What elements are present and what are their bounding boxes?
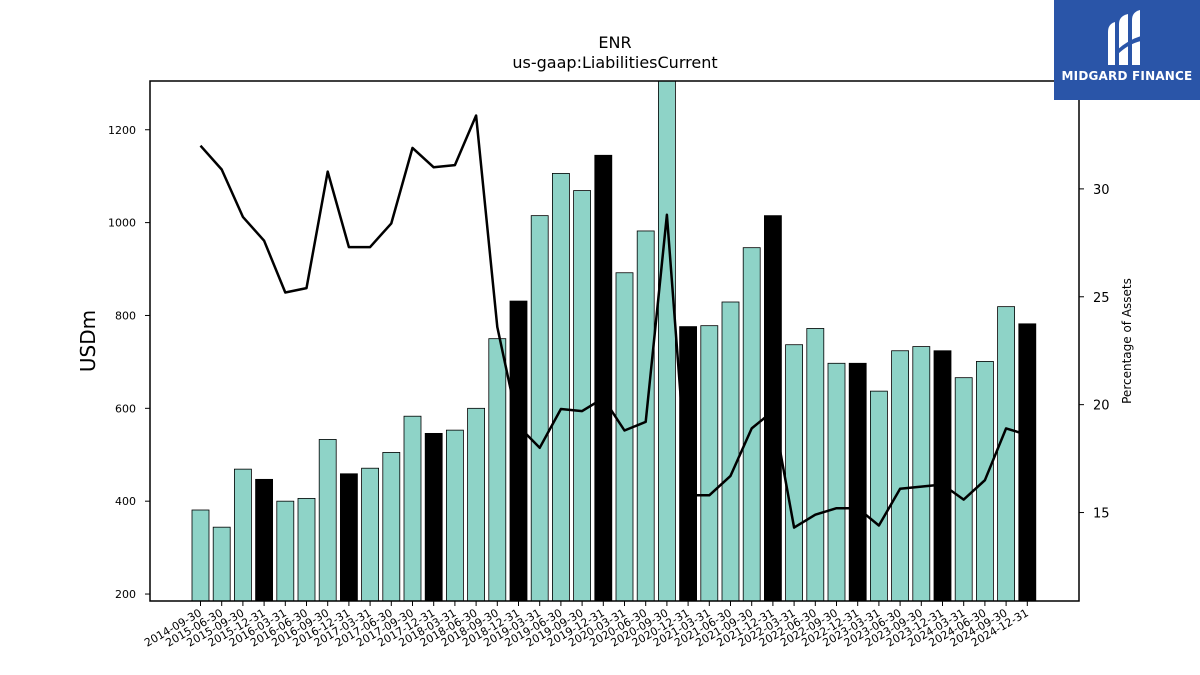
chart-title: ENR <box>598 33 631 52</box>
bar-2016-06-30 <box>297 497 316 602</box>
bar-2021-06-30 <box>721 301 740 602</box>
bar-2020-12-31 <box>679 326 697 602</box>
percentage-line <box>199 114 1028 529</box>
bar-2015-12-31 <box>255 478 274 602</box>
y2-axis-label: Percentage of Assets <box>1120 278 1134 404</box>
x-axis: 2014-09-302015-06-302015-09-302015-12-31… <box>142 601 1031 650</box>
bar-2021-03-31 <box>700 325 719 602</box>
y-axis-label: USDm <box>76 310 100 372</box>
bar-2017-12-31 <box>424 432 443 602</box>
y-tick-label: 1200 <box>108 124 136 137</box>
bar-2019-12-31 <box>594 154 613 602</box>
y2-tick-label: 25 <box>1093 291 1110 306</box>
bar-2018-03-31 <box>445 429 464 602</box>
midgard-finance-logo: MIDGARD FINANCE <box>1054 0 1200 100</box>
bar-2015-09-30 <box>233 468 252 602</box>
bar-2019-03-31 <box>530 215 549 602</box>
y2-axis: 15 20 25 30 <box>1079 183 1110 522</box>
y-axis: 200 400 600 800 1000 1200 <box>108 124 150 601</box>
bar-2021-12-31 <box>764 215 782 602</box>
bar-2024-03-31 <box>954 377 973 602</box>
bar-2023-03-31 <box>870 390 888 602</box>
line-layer <box>199 114 1028 529</box>
bar-2023-12-31 <box>933 350 952 602</box>
plot-frame <box>149 80 1080 602</box>
y-tick-label: 200 <box>115 588 136 601</box>
bar-2022-12-31 <box>848 362 867 602</box>
bar-2024-09-30 <box>997 306 1015 602</box>
y2-tick-label: 30 <box>1093 183 1110 198</box>
bar-2015-06-30 <box>212 526 231 602</box>
bar-2019-09-30 <box>573 190 591 602</box>
bar-2020-03-31 <box>615 272 634 602</box>
bar-2016-12-31 <box>339 473 358 602</box>
bar-2018-09-30 <box>488 338 507 602</box>
midgard-m-icon <box>1108 10 1141 65</box>
bar-2019-06-30 <box>552 172 570 602</box>
bar-2020-09-30 <box>658 80 676 602</box>
bar-2017-06-30 <box>382 452 401 602</box>
bar-2018-12-31 <box>509 300 528 602</box>
bar-2023-09-30 <box>912 346 931 602</box>
bar-2018-06-30 <box>467 407 486 602</box>
y-tick-label: 800 <box>115 309 136 322</box>
y-tick-label: 1000 <box>108 217 136 230</box>
bars-layer <box>191 80 1037 602</box>
chart-subtitle: us-gaap:LiabilitiesCurrent <box>512 53 717 72</box>
bar-2016-09-30 <box>318 439 337 602</box>
bar-2017-03-31 <box>361 467 380 602</box>
y2-tick-label: 20 <box>1093 399 1110 414</box>
bar-2022-09-30 <box>827 362 846 602</box>
bar-2016-03-31 <box>276 500 295 602</box>
y2-tick-label: 15 <box>1093 507 1110 522</box>
logo-text: MIDGARD FINANCE <box>1061 69 1193 83</box>
bar-2024-12-31 <box>1018 323 1037 602</box>
y-tick-label: 400 <box>115 495 136 508</box>
bar-2017-09-30 <box>403 415 422 602</box>
bar-2023-06-30 <box>891 350 909 602</box>
y-tick-label: 600 <box>115 402 136 415</box>
bar-2014-09-30 <box>191 509 210 602</box>
bar-2022-03-31 <box>785 344 803 602</box>
bar-2022-06-30 <box>806 328 825 602</box>
